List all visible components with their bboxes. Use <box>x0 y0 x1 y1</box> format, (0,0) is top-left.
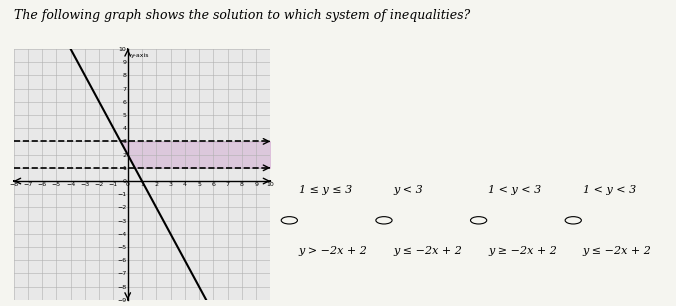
Text: 1 ≤ y ≤ 3: 1 ≤ y ≤ 3 <box>299 185 352 195</box>
Text: y > −2x + 2: y > −2x + 2 <box>299 246 368 256</box>
Text: 1 < y < 3: 1 < y < 3 <box>583 185 636 195</box>
Text: The following graph shows the solution to which system of inequalities?: The following graph shows the solution t… <box>14 9 470 22</box>
Text: y ≥ −2x + 2: y ≥ −2x + 2 <box>488 246 557 256</box>
Text: 1 < y < 3: 1 < y < 3 <box>488 185 541 195</box>
Text: y < 3: y < 3 <box>393 185 423 195</box>
Text: y ≤ −2x + 2: y ≤ −2x + 2 <box>583 246 652 256</box>
Text: y ≤ −2x + 2: y ≤ −2x + 2 <box>393 246 462 256</box>
Text: y-axis: y-axis <box>131 53 150 58</box>
